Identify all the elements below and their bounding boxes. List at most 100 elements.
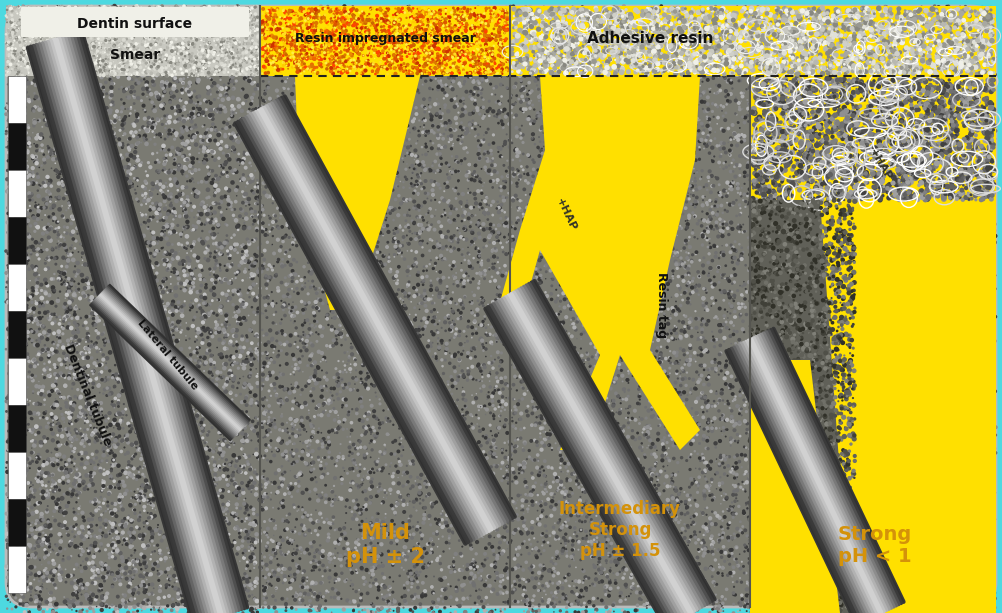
Point [120, 40, 136, 50]
Point [814, 162, 830, 172]
Point [473, 402, 489, 412]
Point [99, 68, 115, 78]
Point [724, 346, 740, 356]
Point [874, 142, 890, 152]
Point [566, 322, 582, 332]
Point [422, 30, 438, 40]
Point [135, 432, 151, 441]
Point [975, 53, 991, 63]
Point [908, 67, 924, 77]
Point [964, 430, 980, 440]
Point [604, 23, 620, 32]
Point [111, 6, 127, 16]
Point [318, 494, 334, 504]
Point [85, 428, 101, 438]
Point [62, 601, 78, 611]
Point [762, 29, 778, 39]
Point [762, 587, 778, 596]
Point [446, 23, 462, 33]
Point [138, 62, 154, 72]
Point [562, 144, 578, 154]
Point [634, 43, 650, 53]
Point [772, 15, 788, 25]
Point [366, 351, 382, 360]
Point [848, 182, 864, 192]
Point [236, 450, 253, 460]
Point [453, 72, 469, 82]
Point [977, 60, 993, 70]
Point [162, 24, 178, 34]
Point [660, 240, 676, 250]
Point [584, 59, 600, 69]
Point [519, 239, 535, 249]
Point [731, 66, 747, 75]
Point [780, 315, 796, 325]
Point [146, 11, 162, 21]
Point [764, 220, 780, 230]
Point [494, 205, 510, 215]
Point [745, 204, 762, 214]
Point [982, 155, 998, 165]
Point [963, 144, 979, 154]
Point [950, 29, 966, 39]
Point [814, 256, 830, 266]
Point [987, 593, 1002, 603]
Point [67, 157, 83, 167]
Point [395, 533, 411, 543]
Point [723, 545, 739, 555]
Point [979, 150, 995, 159]
Point [856, 114, 872, 124]
Point [435, 134, 451, 143]
Point [242, 464, 259, 474]
Point [10, 490, 26, 500]
Point [564, 545, 580, 555]
Point [817, 550, 833, 560]
Point [570, 590, 586, 600]
Point [811, 149, 827, 159]
Point [75, 334, 91, 344]
Point [979, 178, 995, 188]
Point [145, 77, 161, 86]
Point [358, 122, 374, 132]
Point [483, 34, 499, 44]
Point [363, 518, 379, 528]
Point [181, 483, 197, 493]
Point [510, 51, 526, 61]
Point [97, 69, 113, 79]
Point [183, 51, 199, 61]
Point [590, 47, 606, 57]
Point [240, 536, 257, 546]
Point [281, 34, 297, 44]
Point [428, 413, 444, 423]
Point [980, 60, 996, 70]
Point [19, 54, 35, 64]
Point [783, 46, 799, 56]
Point [644, 126, 660, 136]
Point [87, 340, 103, 349]
Point [845, 115, 861, 124]
Point [530, 58, 546, 67]
Point [818, 156, 834, 166]
Point [293, 469, 309, 479]
Point [803, 591, 819, 601]
Point [903, 15, 919, 25]
Point [438, 125, 454, 135]
Point [743, 378, 760, 387]
Point [256, 62, 272, 72]
Point [489, 64, 505, 74]
Point [377, 485, 393, 495]
Point [4, 32, 20, 42]
Point [8, 456, 24, 466]
Point [836, 297, 852, 306]
Point [974, 76, 990, 86]
Point [102, 93, 118, 102]
Point [923, 131, 939, 140]
Point [509, 145, 525, 154]
Point [719, 77, 735, 86]
Point [704, 490, 720, 500]
Point [745, 177, 762, 186]
Point [50, 342, 66, 352]
Point [679, 278, 695, 288]
Point [89, 46, 105, 56]
Point [11, 56, 27, 66]
